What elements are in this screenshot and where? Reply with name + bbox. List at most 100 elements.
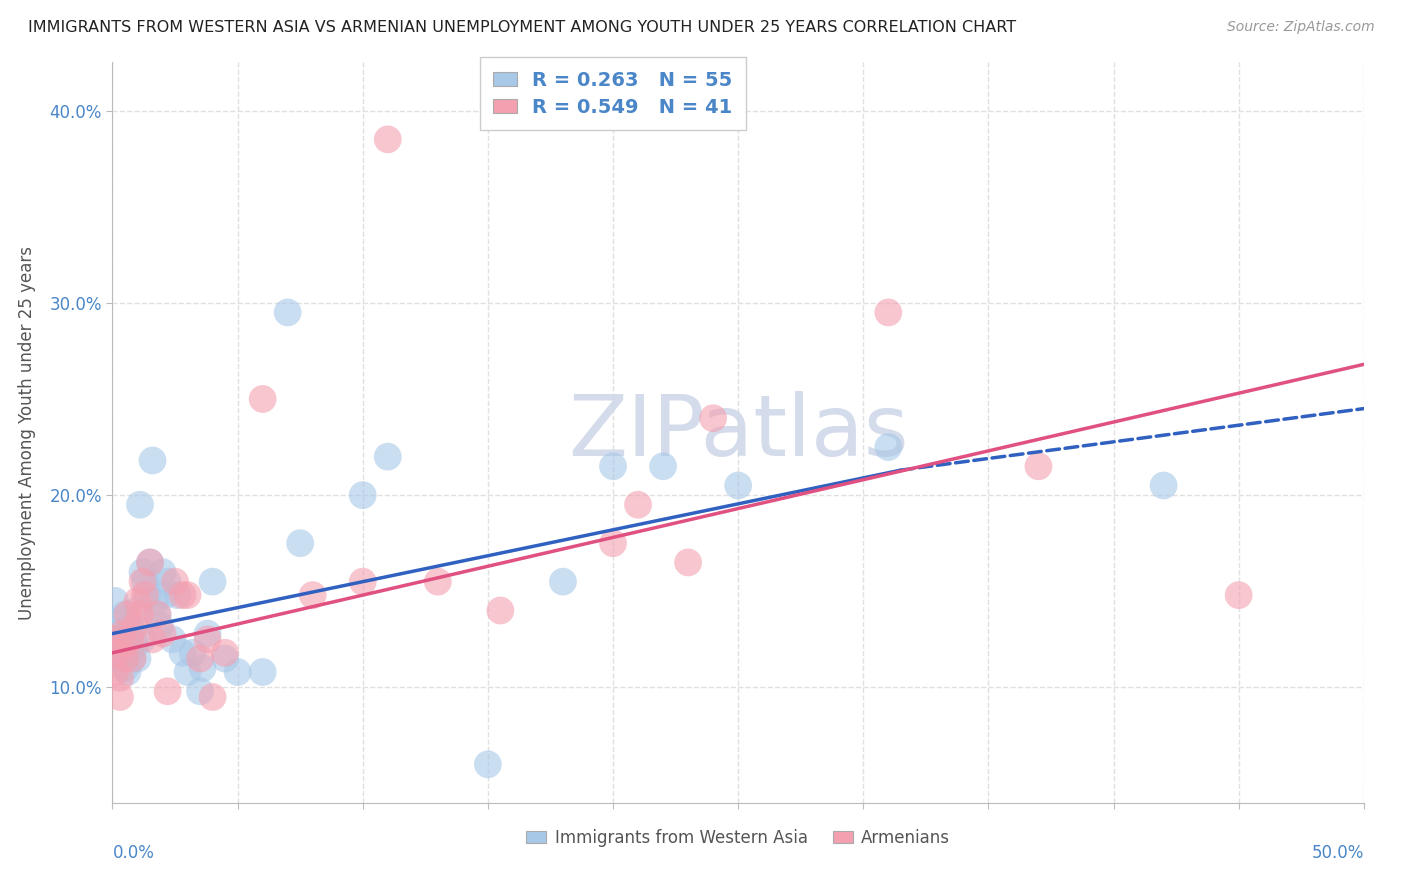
Point [146, 607, 169, 622]
Point [214, 651, 236, 665]
Point [191, 661, 214, 675]
Point [141, 453, 163, 467]
Point [107, 646, 129, 660]
Point [108, 671, 131, 685]
Text: IMMIGRANTS FROM WESTERN ASIA VS ARMENIAN UNEMPLOYMENT AMONG YOUTH UNDER 25 YEARS: IMMIGRANTS FROM WESTERN ASIA VS ARMENIAN… [28, 20, 1017, 35]
Point [107, 646, 129, 660]
Point [121, 626, 143, 640]
Point [188, 684, 211, 698]
Point [117, 665, 139, 679]
Point [877, 440, 900, 454]
Point [114, 607, 136, 622]
Point [602, 536, 624, 550]
Point [702, 411, 724, 425]
Point [139, 556, 162, 570]
Point [181, 646, 204, 660]
Point [489, 603, 512, 617]
Point [166, 588, 188, 602]
Point [117, 607, 139, 622]
Point [290, 536, 312, 550]
Point [111, 626, 134, 640]
Point [134, 574, 156, 589]
Point [426, 574, 449, 589]
Point [1153, 478, 1175, 492]
Point [121, 651, 143, 665]
Point [108, 613, 131, 627]
Point [143, 594, 166, 608]
Point [201, 690, 224, 704]
Point [146, 607, 169, 622]
Point [121, 651, 143, 665]
Point [377, 450, 399, 464]
Point [149, 619, 172, 633]
Point [141, 632, 163, 647]
Text: 0.0%: 0.0% [112, 844, 155, 862]
Point [172, 588, 194, 602]
Point [111, 626, 134, 640]
Point [176, 665, 198, 679]
Point [127, 603, 149, 617]
Point [124, 638, 146, 652]
Point [118, 646, 141, 660]
Point [108, 690, 131, 704]
Point [114, 651, 136, 665]
Point [104, 665, 127, 679]
Point [277, 305, 299, 319]
Point [131, 565, 153, 579]
Point [188, 651, 211, 665]
Y-axis label: Unemployment Among Youth under 25 years: Unemployment Among Youth under 25 years [18, 245, 35, 620]
Point [136, 588, 159, 602]
Point [117, 632, 139, 647]
Point [172, 646, 194, 660]
Text: ZIPatlas: ZIPatlas [568, 391, 908, 475]
Point [129, 498, 152, 512]
Point [352, 488, 374, 502]
Point [226, 665, 249, 679]
Point [551, 574, 574, 589]
Point [252, 392, 274, 406]
Point [162, 632, 184, 647]
Point [131, 632, 153, 647]
Text: 50.0%: 50.0% [1312, 844, 1364, 862]
Point [676, 556, 699, 570]
Point [477, 757, 499, 772]
Text: Source: ZipAtlas.com: Source: ZipAtlas.com [1227, 20, 1375, 34]
Point [156, 574, 179, 589]
Point [118, 619, 141, 633]
Point [118, 632, 141, 647]
Point [153, 588, 176, 602]
Point [107, 632, 129, 647]
Point [156, 684, 179, 698]
Point [152, 626, 174, 640]
Point [129, 607, 152, 622]
Point [197, 632, 219, 647]
Point [352, 574, 374, 589]
Point [104, 632, 127, 647]
Point [104, 594, 127, 608]
Point [176, 588, 198, 602]
Point [652, 459, 675, 474]
Point [127, 651, 149, 665]
Point [197, 626, 219, 640]
Point [131, 574, 153, 589]
Point [301, 588, 323, 602]
Point [377, 132, 399, 146]
Point [627, 498, 650, 512]
Point [111, 642, 134, 657]
Point [214, 646, 236, 660]
Point [124, 619, 146, 633]
Point [252, 665, 274, 679]
Point [163, 574, 186, 589]
Point [108, 651, 131, 665]
Legend: Immigrants from Western Asia, Armenians: Immigrants from Western Asia, Armenians [520, 822, 956, 854]
Point [114, 661, 136, 675]
Point [1028, 459, 1050, 474]
Point [127, 594, 149, 608]
Point [152, 565, 174, 579]
Point [201, 574, 224, 589]
Point [1227, 588, 1250, 602]
Point [139, 556, 162, 570]
Point [877, 305, 900, 319]
Point [727, 478, 749, 492]
Point [104, 623, 127, 637]
